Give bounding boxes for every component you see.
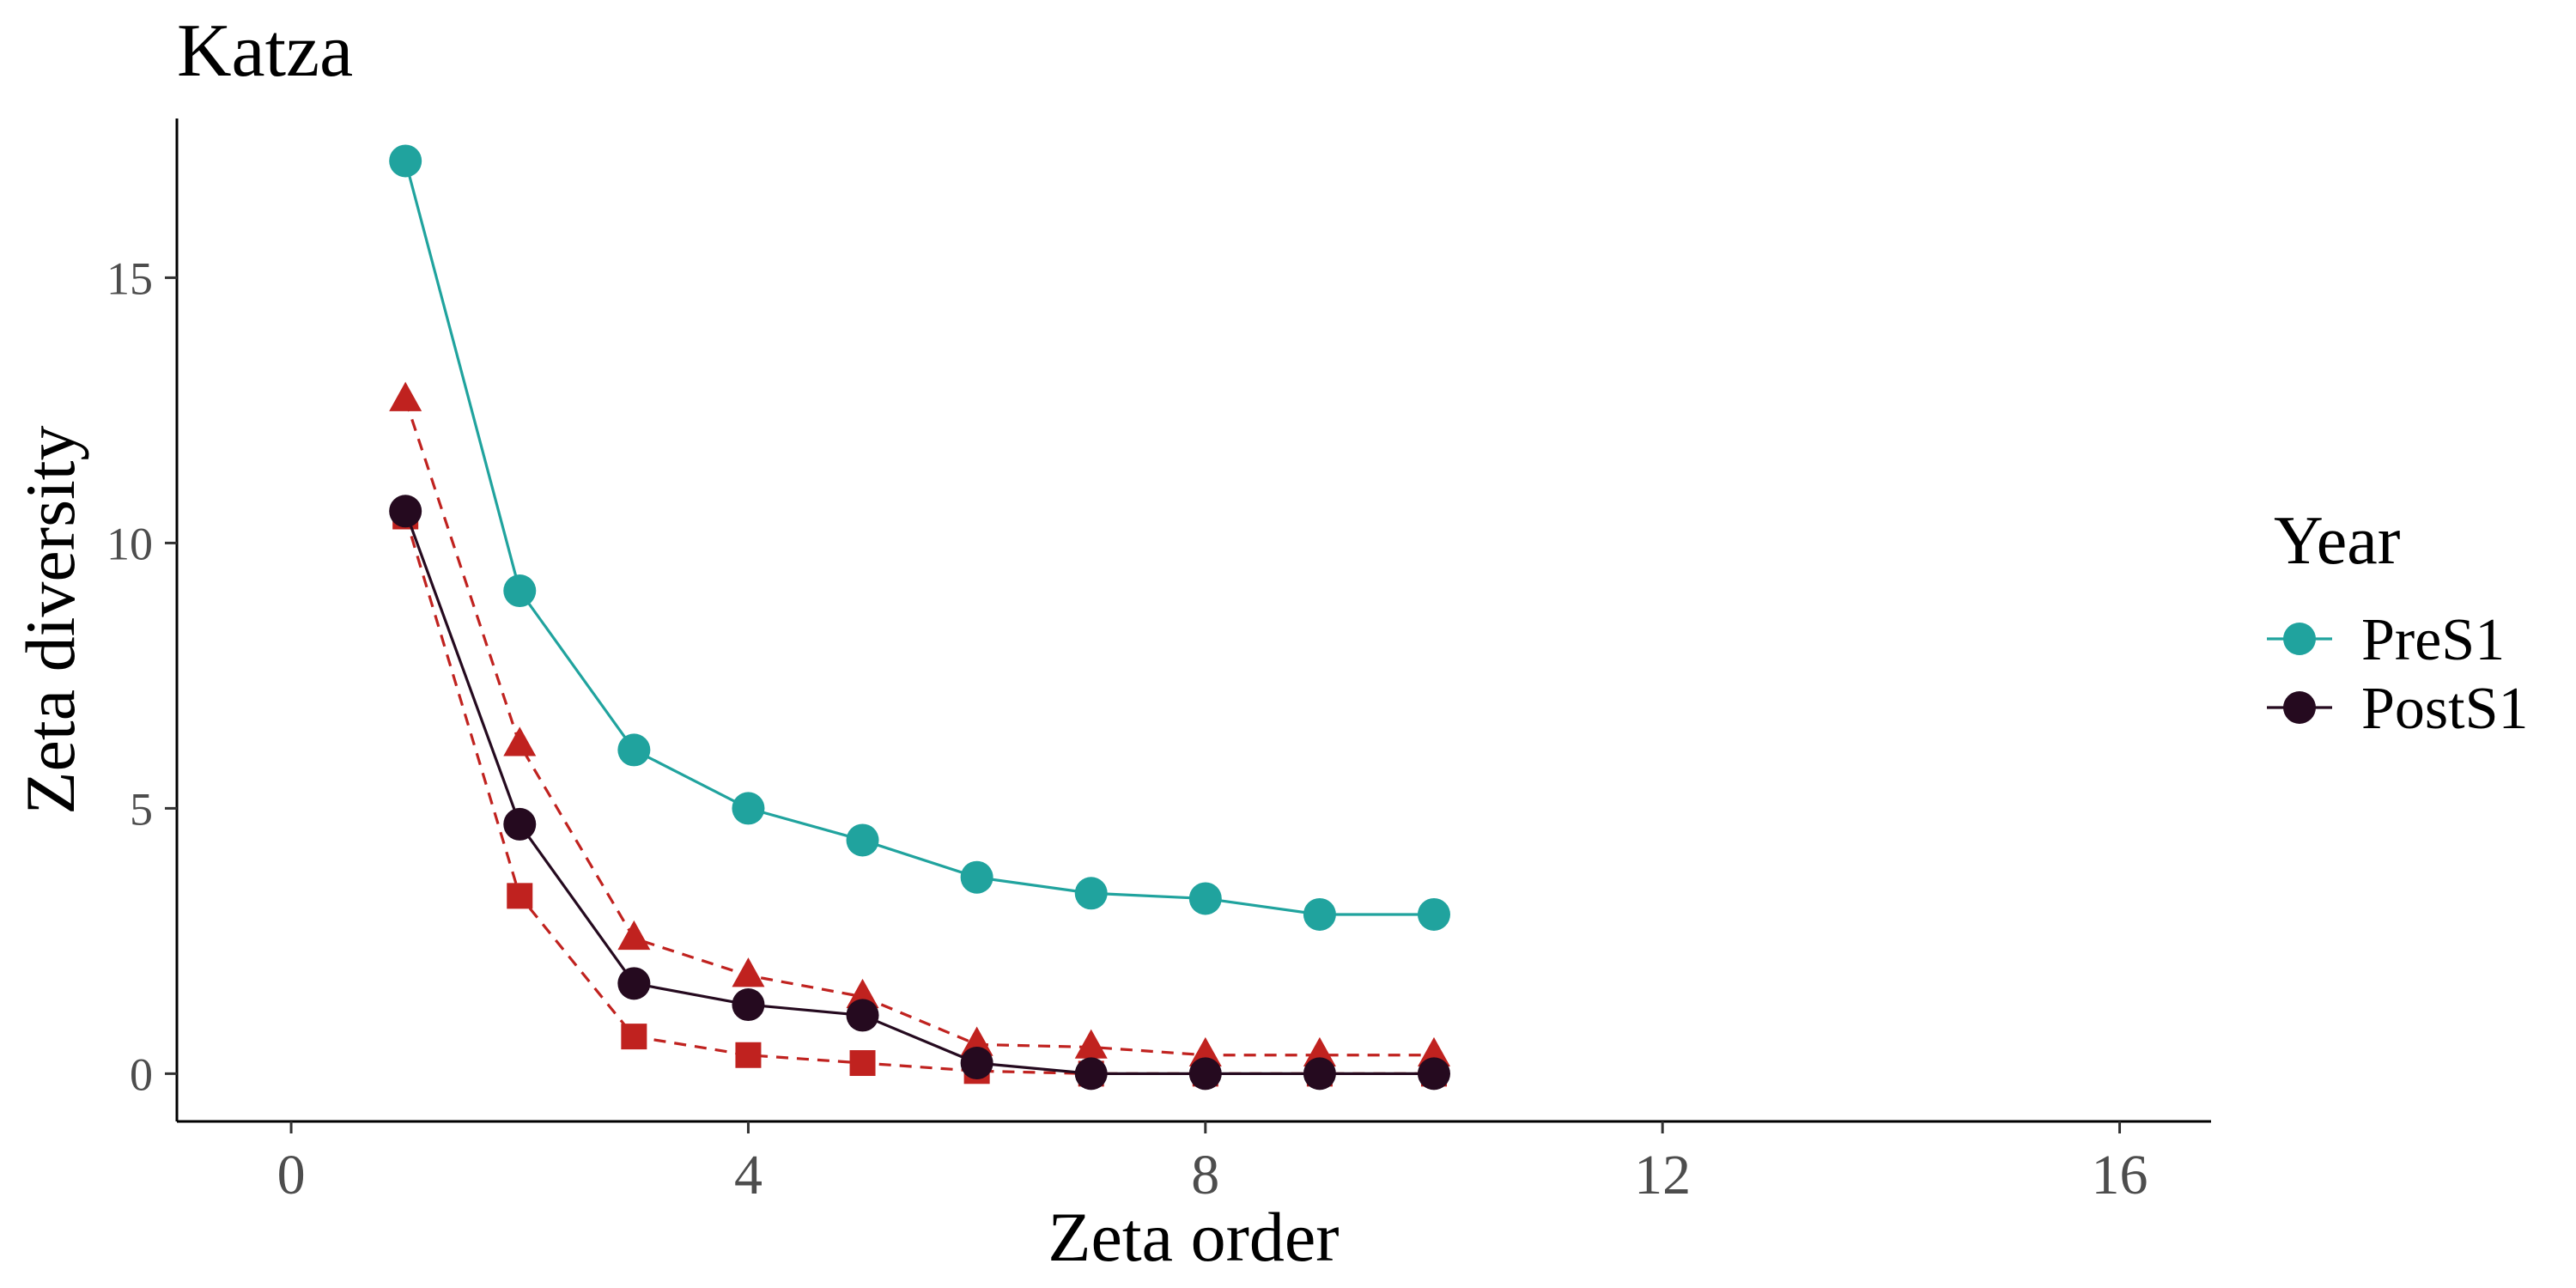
data-point [1417, 897, 1450, 931]
data-point [1074, 1029, 1108, 1059]
data-point [1188, 882, 1222, 915]
data-point [1303, 897, 1336, 931]
series-line [404, 161, 1434, 916]
data-point [503, 574, 537, 608]
legend-item: PostS1 [2267, 676, 2529, 742]
data-point [1188, 1057, 1222, 1091]
series-posts1 [389, 495, 1450, 1091]
data-point [960, 1047, 993, 1080]
legend-label: PreS1 [2361, 607, 2505, 673]
data-point [846, 978, 879, 1009]
y-tick-label: 5 [130, 783, 153, 835]
series-line [404, 399, 1434, 1057]
y-tick-label: 0 [130, 1048, 153, 1100]
series-line [404, 516, 1434, 1075]
y-tick-label: 10 [106, 518, 153, 569]
data-point [507, 883, 533, 909]
data-point [617, 733, 651, 767]
data-point [1074, 1057, 1108, 1091]
data-point [389, 495, 422, 528]
data-point [1188, 1036, 1222, 1067]
data-point [1417, 1057, 1450, 1091]
x-axis-ticks: 0 4 8 12 16 [277, 1121, 2148, 1206]
y-tick-label: 15 [106, 252, 153, 304]
legend-key-marker [2283, 691, 2316, 724]
legend-title: Year [2274, 503, 2400, 579]
data-point [732, 792, 765, 825]
y-axis-title: Zeta diversity [11, 425, 89, 814]
data-point [617, 920, 651, 951]
series-pres1 [389, 144, 1450, 931]
data-point [960, 860, 993, 894]
data-point [621, 1024, 647, 1050]
x-tick-label: 8 [1191, 1144, 1219, 1206]
legend-label: PostS1 [2361, 676, 2529, 742]
data-point [732, 957, 765, 987]
data-point [846, 823, 879, 857]
data-point [849, 1050, 876, 1077]
data-point [732, 988, 765, 1022]
x-tick-label: 12 [1634, 1144, 1691, 1206]
x-tick-label: 16 [2092, 1144, 2148, 1206]
data-point [503, 726, 537, 756]
plot-area [389, 144, 1450, 1091]
data-point [1074, 877, 1108, 910]
chart-title: Katza [177, 9, 353, 93]
x-tick-label: 4 [734, 1144, 762, 1206]
data-point [389, 381, 422, 411]
data-point [1303, 1036, 1336, 1067]
y-axis-ticks: 0 5 10 15 [106, 252, 177, 1100]
legend-key-marker [2283, 623, 2316, 655]
legend-item: PreS1 [2267, 607, 2505, 673]
data-point [503, 807, 537, 841]
x-tick-label: 0 [277, 1144, 306, 1206]
series-line [404, 510, 1434, 1075]
data-point [389, 144, 422, 178]
data-point [846, 999, 879, 1032]
data-point [1417, 1036, 1450, 1067]
data-point [960, 1026, 993, 1056]
data-point [617, 967, 651, 1000]
x-axis-title: Zeta order [1048, 1198, 1339, 1276]
series-ref-triangle [389, 381, 1450, 1067]
data-point [1303, 1057, 1336, 1091]
data-point [735, 1042, 762, 1068]
